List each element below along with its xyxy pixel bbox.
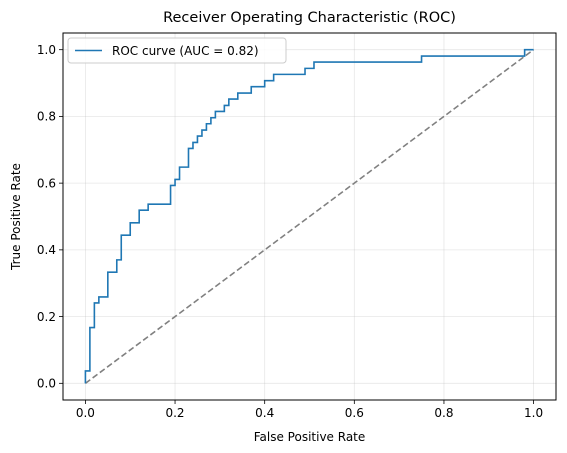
legend: ROC curve (AUC = 0.82) [67, 37, 287, 64]
y-tick-label: 1.0 [37, 43, 56, 57]
x-tick-label: 0.2 [165, 406, 184, 420]
x-tick-label: 0.4 [255, 406, 274, 420]
diagonal-baseline-line [84, 49, 535, 384]
y-axis-label: True Positive Rate [9, 163, 23, 271]
x-tick-label: 0.0 [76, 406, 95, 420]
ticks: 0.0 0.2 0.4 0.6 0.8 1.0 0.0 0.2 0.4 0.6 0.8 1.0 [37, 43, 543, 420]
y-tick-label: 0.4 [37, 243, 56, 257]
plot-frame [62, 32, 557, 401]
x-tick-label: 0.8 [434, 406, 453, 420]
legend-box [67, 37, 287, 64]
roc-curve-line [84, 48, 534, 384]
x-tick-label: 1.0 [524, 406, 543, 420]
y-tick-label: 0.6 [37, 176, 56, 190]
grid [63, 33, 556, 400]
legend-label: ROC curve (AUC = 0.82) [112, 44, 259, 58]
x-tick-label: 0.6 [345, 406, 364, 420]
x-axis-label: False Positive Rate [254, 430, 366, 444]
y-tick-label: 0.2 [37, 310, 56, 324]
chart-title: Receiver Operating Characteristic (ROC) [163, 10, 456, 26]
y-tick-label: 0.0 [37, 377, 56, 391]
y-tick-label: 0.8 [37, 110, 56, 124]
series-layer [84, 48, 535, 384]
